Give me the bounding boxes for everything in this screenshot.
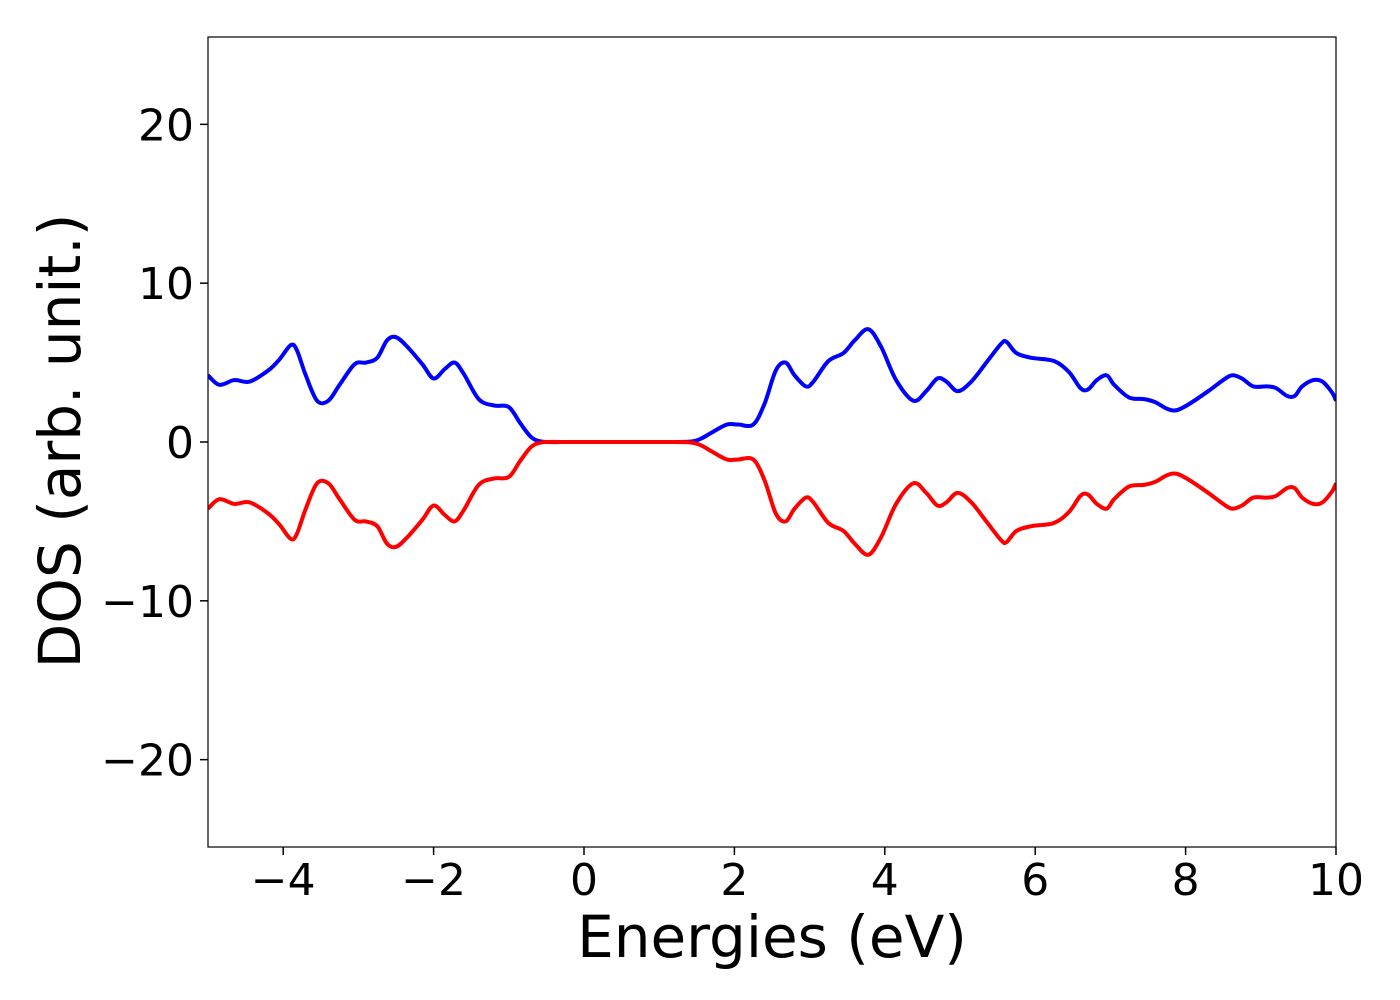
y-tick-label: 0 [166, 418, 194, 469]
y-tick-label: 20 [138, 100, 194, 151]
y-axis-ticks: −20 −10 0 10 20 [101, 100, 208, 787]
x-tick-label: −4 [251, 855, 316, 906]
y-tick-label: −20 [101, 736, 194, 787]
y-axis-title: DOS (arb. unit.) [26, 214, 94, 669]
x-tick-label: 4 [871, 855, 899, 906]
series-layer [208, 327, 1336, 557]
x-tick-label: 2 [720, 855, 748, 906]
series-line-red [208, 439, 1336, 557]
x-axis-title: Energies (eV) [577, 903, 967, 971]
x-axis-ticks: −4 −2 0 2 4 6 8 10 [251, 847, 1364, 906]
x-tick-label: 0 [570, 855, 598, 906]
y-tick-label: −10 [101, 577, 194, 628]
y-tick-label: 10 [138, 259, 194, 310]
x-tick-label: 6 [1021, 855, 1049, 906]
series-line-blue [208, 327, 1336, 445]
x-tick-label: 8 [1172, 855, 1200, 906]
x-tick-label: −2 [401, 855, 466, 906]
x-tick-label: 10 [1308, 855, 1364, 906]
